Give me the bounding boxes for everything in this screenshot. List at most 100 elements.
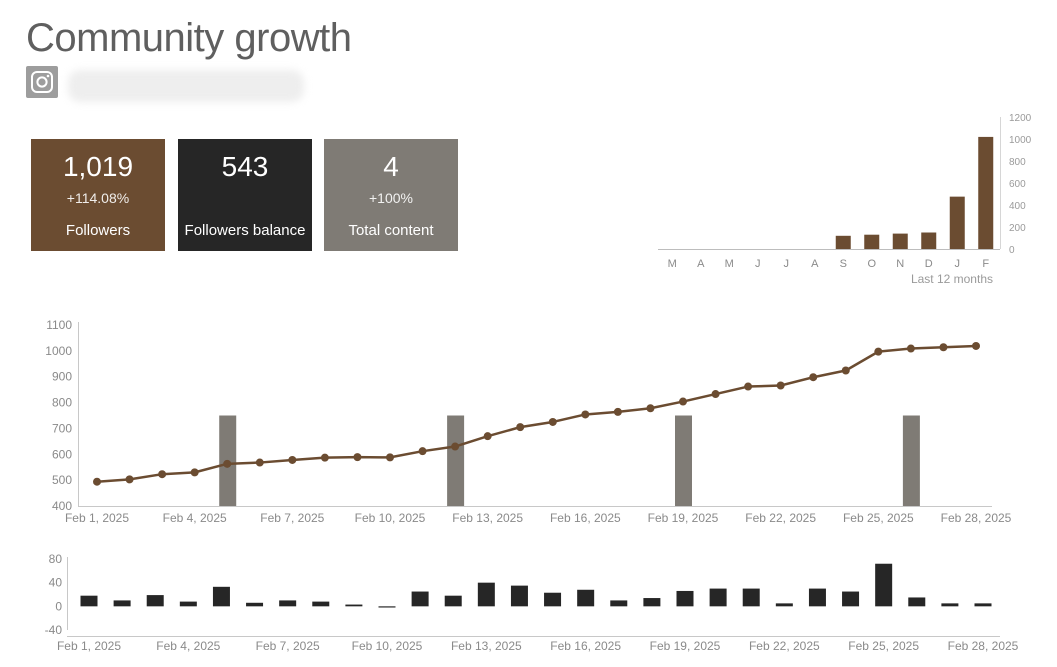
- followers-point: [223, 459, 232, 468]
- daily-balance-bar: [146, 595, 164, 607]
- y-tick-label: 800: [52, 396, 72, 410]
- x-tick-label: Feb 7, 2025: [260, 511, 324, 525]
- month-bar: [864, 234, 880, 249]
- followers-point: [255, 458, 264, 467]
- total-content-change: +100%: [369, 190, 413, 206]
- y-tick-label: -40: [45, 623, 63, 637]
- followers-point: [581, 410, 590, 419]
- followers-point: [451, 442, 460, 451]
- daily-balance-bar: [941, 603, 959, 607]
- month-tick-label: O: [867, 258, 876, 270]
- followers-point: [613, 407, 622, 416]
- x-tick-label: Feb 1, 2025: [57, 639, 121, 653]
- month-bar: [978, 136, 994, 249]
- followers-point: [158, 470, 167, 479]
- account-handle-blurred: [68, 70, 304, 102]
- x-tick-label: Feb 7, 2025: [256, 639, 320, 653]
- followers-point: [646, 404, 655, 413]
- x-tick-label: Feb 1, 2025: [65, 511, 129, 525]
- x-tick-label: Feb 22, 2025: [745, 511, 816, 525]
- followers-point: [483, 432, 492, 441]
- daily-balance-bar: [246, 602, 264, 607]
- month-tick-label: M: [668, 258, 677, 270]
- daily-balance-bar: [444, 595, 462, 607]
- y-tick-label: 800: [1009, 157, 1026, 168]
- daily-balance-bar: [775, 603, 793, 607]
- x-tick-label: Feb 25, 2025: [848, 639, 919, 653]
- followers-point: [353, 453, 362, 462]
- followers-point: [288, 455, 297, 464]
- month-bar: [835, 235, 851, 249]
- month-tick-label: F: [982, 258, 989, 270]
- month-tick-label: S: [840, 258, 847, 270]
- total-content-label: Total content: [348, 222, 434, 239]
- followers-growth-line-chart: 400 500 600 700 800 900 1000 1100 Feb 1, 2025 Feb…: [45, 318, 1012, 525]
- y-tick-label: 400: [52, 499, 72, 513]
- x-tick-label: Feb 28, 2025: [941, 511, 1012, 525]
- daily-balance-bar: [742, 588, 760, 607]
- instagram-icon: [26, 66, 58, 98]
- y-tick-label: 80: [49, 552, 63, 566]
- x-tick-label: Feb 22, 2025: [749, 639, 820, 653]
- month-bar: [949, 196, 965, 249]
- daily-balance-bar: [279, 600, 297, 607]
- month-tick-label: A: [697, 258, 705, 270]
- x-tick-label: Feb 19, 2025: [650, 639, 721, 653]
- followers-point: [125, 475, 134, 484]
- month-tick-label: J: [955, 258, 961, 270]
- daily-balance-bar: [212, 586, 230, 607]
- followers-balance-card: 543 Followers balance: [178, 139, 312, 251]
- daily-balance-bar: [676, 590, 694, 607]
- followers-point: [418, 447, 427, 456]
- month-tick-label: M: [725, 258, 734, 270]
- content-marker-bar: [675, 415, 692, 506]
- month-bar: [892, 233, 908, 249]
- y-tick-label: 40: [49, 576, 63, 590]
- content-marker-bar: [902, 415, 920, 506]
- followers-point: [972, 341, 980, 350]
- y-tick-label: 0: [1009, 245, 1015, 256]
- month-tick-label: J: [784, 258, 790, 270]
- y-tick-label: 0: [55, 599, 62, 613]
- followers-point: [906, 344, 915, 353]
- page-title: Community growth: [26, 16, 352, 60]
- daily-balance-bar: [808, 588, 826, 607]
- y-tick-label: 1000: [45, 344, 72, 358]
- x-tick-label: Feb 13, 2025: [451, 639, 522, 653]
- total-content-value: 4: [383, 151, 399, 182]
- followers-balance-label: Followers balance: [184, 222, 306, 239]
- daily-balance-bar: [477, 582, 495, 607]
- daily-balance-bar: [643, 598, 661, 607]
- y-tick-label: 500: [52, 473, 72, 487]
- followers-point: [679, 397, 687, 406]
- daily-followers-bar-chart: -40 0 40 80 Feb 1, 2025 Feb 4, 2025 Feb 7, 202…: [45, 552, 1019, 653]
- daily-balance-bar: [709, 588, 727, 607]
- content-marker-bar: [447, 415, 465, 506]
- month-tick-label: D: [925, 258, 933, 270]
- daily-balance-bar: [544, 592, 562, 607]
- followers-point: [776, 381, 785, 390]
- followers-value: 1,019: [62, 151, 134, 182]
- followers-label: Followers: [65, 222, 131, 239]
- followers-point: [874, 347, 883, 356]
- total-content-card: 4 +100% Total content: [324, 139, 458, 251]
- monthly-followers-chart: M A M J J A S O N D J F 0 200 400 600 800 1000 1200 Last 12…: [658, 113, 1032, 286]
- month-tick-label: N: [896, 258, 904, 270]
- followers-point: [190, 468, 199, 477]
- x-tick-label: Feb 19, 2025: [648, 511, 719, 525]
- followers-point: [320, 453, 329, 462]
- daily-balance-bar: [80, 595, 98, 607]
- month-tick-label: J: [755, 258, 761, 270]
- daily-balance-bar: [908, 597, 926, 607]
- daily-balance-bar: [842, 591, 860, 607]
- x-tick-label: Feb 4, 2025: [156, 639, 220, 653]
- followers-point: [744, 382, 753, 391]
- followers-balance-value: 543: [221, 151, 269, 182]
- x-tick-label: Feb 16, 2025: [550, 511, 621, 525]
- followers-point: [711, 390, 720, 399]
- daily-balance-bar: [610, 600, 628, 607]
- y-tick-label: 200: [1009, 223, 1026, 234]
- y-tick-label: 1000: [1009, 135, 1032, 146]
- x-tick-label: Feb 10, 2025: [352, 639, 423, 653]
- daily-balance-bar: [345, 604, 363, 607]
